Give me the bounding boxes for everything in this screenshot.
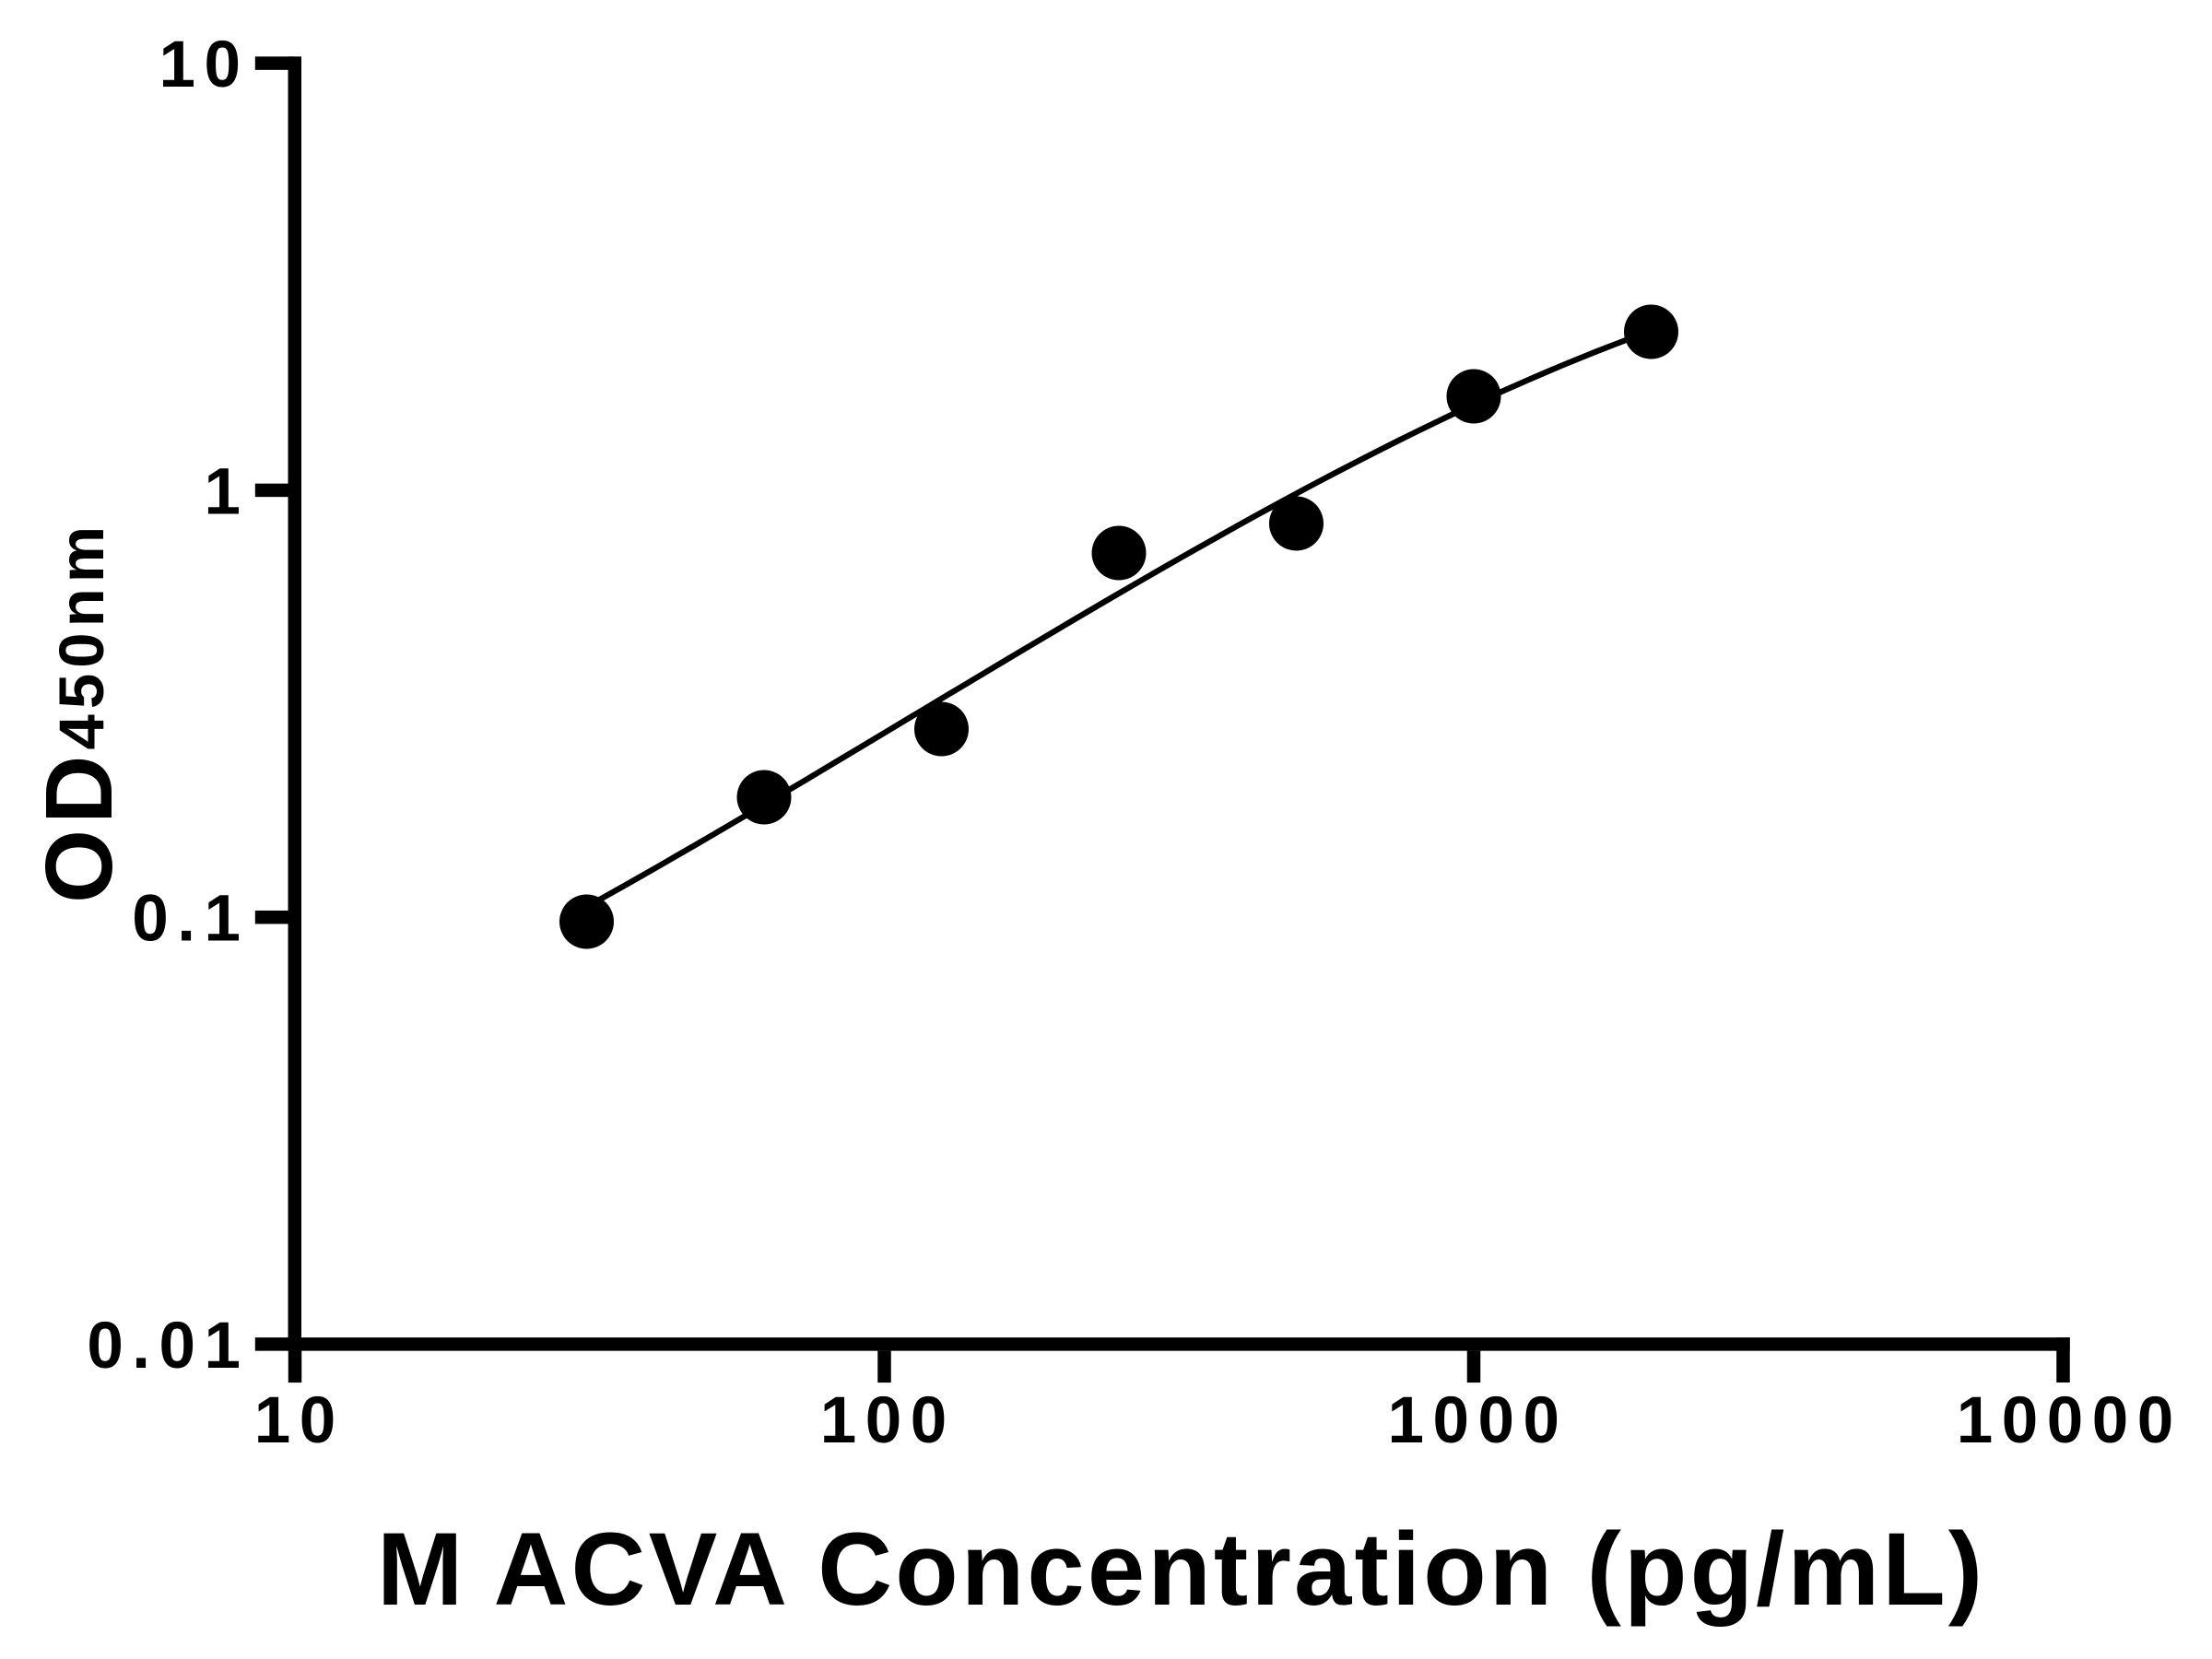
svg-text:0.1: 0.1 — [132, 883, 249, 956]
svg-text:1000: 1000 — [1388, 1384, 1569, 1457]
svg-text:10000: 10000 — [1957, 1384, 2183, 1457]
svg-text:1: 1 — [205, 455, 250, 528]
svg-text:0.01: 0.01 — [87, 1310, 249, 1382]
svg-text:100: 100 — [820, 1384, 956, 1457]
svg-text:10: 10 — [254, 1384, 345, 1457]
svg-text:M ACVA Concentration (pg/mL): M ACVA Concentration (pg/mL) — [377, 1512, 1985, 1627]
svg-text:10: 10 — [159, 29, 250, 101]
